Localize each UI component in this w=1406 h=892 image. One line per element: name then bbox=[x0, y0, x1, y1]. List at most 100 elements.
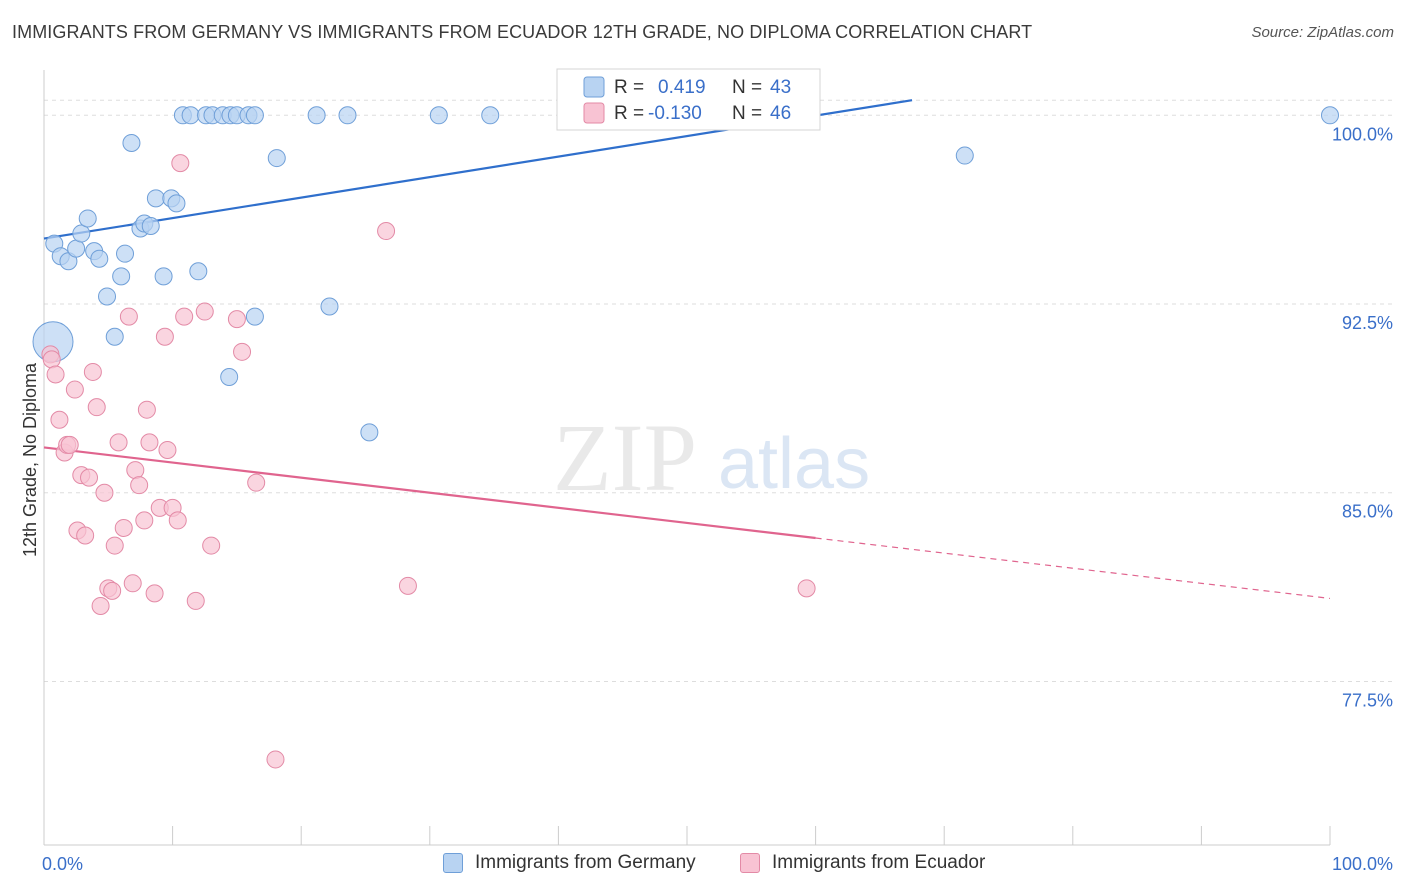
stats-legend-r-label-ecuador: R = bbox=[614, 103, 644, 124]
point-germany-10 bbox=[105, 327, 124, 346]
point-germany-13 bbox=[122, 133, 141, 152]
point-ecuador-38 bbox=[202, 536, 221, 555]
point-germany-22 bbox=[181, 106, 200, 125]
point-germany-32 bbox=[245, 307, 264, 326]
point-germany-20 bbox=[167, 194, 186, 213]
point-germany-6 bbox=[78, 209, 97, 228]
point-ecuador-33 bbox=[168, 511, 187, 530]
stats-legend-n-value-ecuador: 46 bbox=[770, 103, 791, 124]
y-axis-label: 12th Grade, No Diploma bbox=[20, 362, 40, 557]
legend-item-germany: Immigrants from Germany bbox=[443, 852, 696, 874]
point-ecuador-14 bbox=[91, 596, 110, 615]
legend-swatch-ecuador bbox=[740, 853, 760, 873]
point-ecuador-12 bbox=[83, 362, 102, 381]
point-germany-38 bbox=[429, 106, 448, 125]
point-ecuador-1 bbox=[42, 350, 61, 369]
series-legend: Immigrants from Germany Immigrants from … bbox=[0, 852, 1406, 878]
point-ecuador-6 bbox=[60, 435, 79, 454]
watermark-zip: ZIP bbox=[553, 404, 697, 511]
point-ecuador-21 bbox=[119, 307, 138, 326]
point-ecuador-44 bbox=[398, 576, 417, 595]
point-ecuador-45 bbox=[797, 579, 816, 598]
axes bbox=[43, 70, 1331, 846]
y-tick-labels: 100.0% 92.5% 85.0% 77.5% bbox=[1332, 124, 1393, 710]
trend-line-ecuador-extension bbox=[815, 537, 1331, 600]
point-germany-39 bbox=[481, 106, 500, 125]
source-label: Source: ZipAtlas.com bbox=[1251, 24, 1394, 41]
legend-label-germany: Immigrants from Germany bbox=[475, 852, 696, 873]
grid bbox=[44, 99, 1392, 682]
point-ecuador-17 bbox=[103, 581, 122, 600]
point-ecuador-30 bbox=[155, 327, 174, 346]
point-ecuador-41 bbox=[247, 473, 266, 492]
stats-legend-n-label-germany: N = bbox=[732, 77, 762, 98]
point-ecuador-28 bbox=[145, 584, 164, 603]
stats-legend-r-label-germany: R = bbox=[614, 77, 644, 98]
point-ecuador-34 bbox=[171, 154, 190, 173]
chart-title: IMMIGRANTS FROM GERMANY VS IMMIGRANTS FR… bbox=[12, 22, 1033, 42]
point-germany-42 bbox=[1321, 106, 1339, 125]
stats-legend-r-value-germany: 0.419 bbox=[658, 77, 706, 98]
watermark: ZIP atlas bbox=[553, 404, 870, 511]
point-ecuador-15 bbox=[95, 483, 114, 502]
point-ecuador-18 bbox=[105, 536, 124, 555]
y-tick-label-2: 85.0% bbox=[1342, 502, 1393, 522]
point-germany-37 bbox=[360, 423, 379, 442]
data-points bbox=[32, 106, 1339, 769]
y-tick-label-0: 100.0% bbox=[1332, 124, 1393, 144]
point-ecuador-25 bbox=[135, 511, 154, 530]
stats-legend-n-value-germany: 43 bbox=[770, 77, 791, 98]
point-ecuador-13 bbox=[87, 398, 106, 417]
trend-line-ecuador bbox=[43, 446, 816, 540]
legend-swatch-germany bbox=[443, 853, 463, 873]
point-ecuador-23 bbox=[126, 461, 145, 480]
legend-label-ecuador: Immigrants from Ecuador bbox=[772, 852, 986, 873]
stats-legend-swatch-germany bbox=[583, 76, 605, 98]
point-germany-8 bbox=[90, 249, 109, 268]
point-germany-9 bbox=[98, 287, 117, 306]
point-germany-23 bbox=[189, 262, 208, 281]
y-tick-label-3: 77.5% bbox=[1342, 690, 1393, 710]
point-ecuador-19 bbox=[109, 433, 128, 452]
point-germany-34 bbox=[307, 106, 326, 125]
watermark-atlas: atlas bbox=[718, 424, 870, 504]
point-ecuador-31 bbox=[158, 440, 177, 459]
stats-legend: R = 0.419 N = 43 R = -0.130 N = 46 bbox=[556, 68, 821, 131]
stats-legend-r-value-ecuador: -0.130 bbox=[648, 103, 702, 124]
point-germany-31 bbox=[220, 367, 239, 386]
point-ecuador-35 bbox=[175, 307, 194, 326]
point-germany-4 bbox=[67, 239, 86, 258]
point-germany-12 bbox=[116, 244, 135, 263]
x-tick-labels: 0.0% 100.0% bbox=[42, 854, 1393, 874]
point-germany-33 bbox=[267, 149, 286, 168]
legend-item-ecuador: Immigrants from Ecuador bbox=[740, 852, 985, 874]
point-germany-5 bbox=[72, 224, 91, 243]
point-ecuador-22 bbox=[123, 574, 142, 593]
point-germany-11 bbox=[112, 267, 131, 286]
x-tick-label-0: 0.0% bbox=[42, 854, 83, 874]
point-ecuador-10 bbox=[76, 526, 95, 545]
point-germany-18 bbox=[154, 267, 173, 286]
point-ecuador-20 bbox=[114, 518, 133, 537]
point-germany-35 bbox=[320, 297, 339, 316]
y-tick-label-1: 92.5% bbox=[1342, 313, 1393, 333]
point-germany-36 bbox=[338, 106, 357, 125]
point-ecuador-7 bbox=[65, 380, 84, 399]
point-ecuador-26 bbox=[137, 400, 156, 419]
point-ecuador-36 bbox=[186, 591, 205, 610]
point-germany-41 bbox=[955, 146, 974, 165]
point-germany-16 bbox=[141, 217, 160, 236]
stats-legend-swatch-ecuador bbox=[583, 102, 605, 124]
point-ecuador-3 bbox=[50, 410, 69, 429]
point-germany-17 bbox=[146, 189, 165, 208]
point-ecuador-43 bbox=[377, 222, 396, 241]
point-ecuador-24 bbox=[130, 476, 149, 495]
x-tick-label-1: 100.0% bbox=[1332, 854, 1393, 874]
stats-legend-n-label-ecuador: N = bbox=[732, 103, 762, 124]
point-germany-30 bbox=[245, 106, 264, 125]
point-ecuador-40 bbox=[233, 342, 252, 361]
point-ecuador-37 bbox=[195, 302, 214, 321]
point-ecuador-42 bbox=[266, 750, 285, 769]
point-ecuador-11 bbox=[80, 468, 99, 487]
